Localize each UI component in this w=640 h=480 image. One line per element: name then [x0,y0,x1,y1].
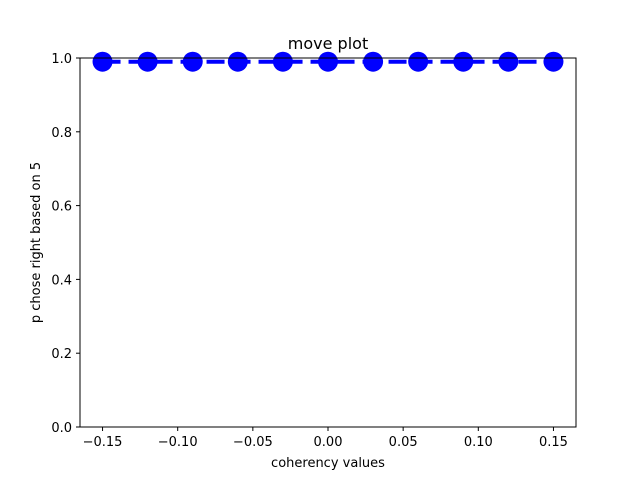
data-point [543,51,564,72]
data-point [453,51,474,72]
y-tick-label: 0.8 [51,126,72,141]
data-point [92,51,113,72]
y-tick-label: 0.4 [51,273,72,288]
chart-title: move plot [288,34,368,53]
data-point [227,51,248,72]
data-point [408,51,429,72]
y-axis-ticks: 0.0 0.2 0.4 0.6 0.8 1.0 [51,52,80,436]
data-point [498,51,519,72]
x-tick-label: −0.05 [233,435,273,450]
y-axis-title: p chose right based on 5 [29,162,44,323]
data-point [363,51,384,72]
data-point [182,51,203,72]
data-point [318,51,338,72]
x-tick-label: 0.15 [539,435,568,450]
y-tick-label: 0.2 [51,347,72,362]
x-tick-label: −0.10 [158,435,198,450]
data-series [92,51,564,72]
y-tick-label: 0.6 [51,200,72,215]
plot-frame [79,57,577,428]
data-point [272,51,293,72]
x-tick-label: 0.05 [389,435,418,450]
x-axis-ticks: −0.15 −0.10 −0.05 0.00 0.05 0.10 0.15 [83,427,568,450]
y-tick-label: 0.0 [51,421,72,436]
x-tick-label: −0.15 [83,435,123,450]
x-axis-title: coherency values [271,456,385,471]
data-point [137,51,158,72]
x-tick-label: 0.00 [314,435,343,450]
y-tick-label: 1.0 [51,52,72,67]
x-tick-label: 0.10 [464,435,493,450]
